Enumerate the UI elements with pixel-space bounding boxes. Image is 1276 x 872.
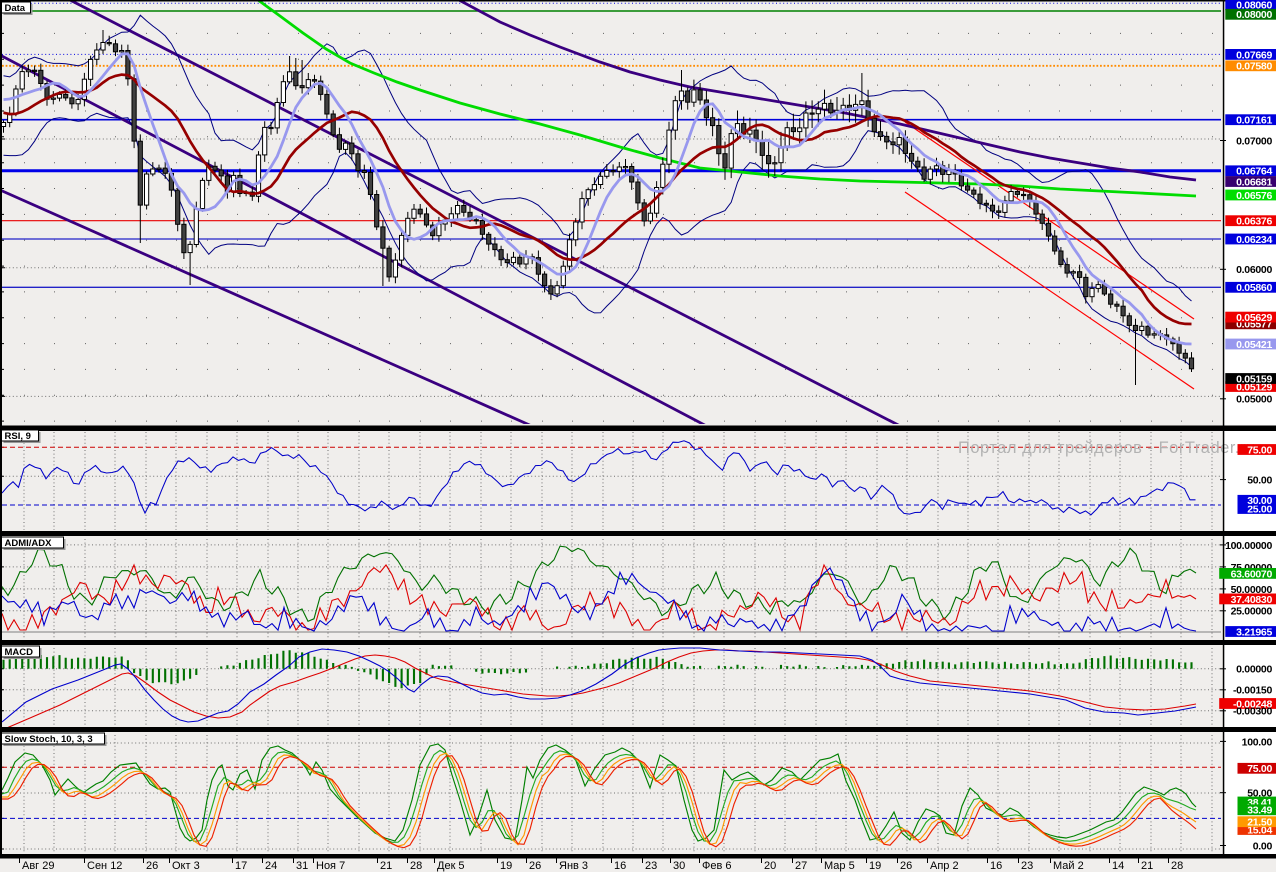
svg-text:ADMI/ADX: ADMI/ADX <box>5 538 53 549</box>
svg-text:Авг 29: Авг 29 <box>22 860 54 872</box>
svg-text:21.50: 21.50 <box>1247 817 1272 829</box>
svg-text:0.00: 0.00 <box>1253 840 1273 852</box>
svg-text:17: 17 <box>235 860 247 872</box>
svg-text:24: 24 <box>265 860 277 872</box>
svg-text:0.06376: 0.06376 <box>1236 216 1272 228</box>
svg-text:33.49: 33.49 <box>1247 805 1272 817</box>
svg-text:0.06576: 0.06576 <box>1236 190 1272 202</box>
svg-text:23: 23 <box>645 860 657 872</box>
svg-text:27: 27 <box>795 860 807 872</box>
svg-text:-0.00150: -0.00150 <box>1233 685 1273 697</box>
svg-text:Data: Data <box>5 3 26 14</box>
svg-text:Ноя 7: Ноя 7 <box>316 860 345 872</box>
svg-text:0.05129: 0.05129 <box>1236 381 1272 393</box>
svg-text:26: 26 <box>146 860 158 872</box>
svg-text:20: 20 <box>764 860 776 872</box>
svg-text:0.06234: 0.06234 <box>1236 234 1272 246</box>
svg-text:75.00: 75.00 <box>1247 444 1272 456</box>
svg-text:15.04: 15.04 <box>1247 824 1272 836</box>
svg-text:50.00: 50.00 <box>1247 475 1272 487</box>
svg-text:63.60070: 63.60070 <box>1231 568 1273 580</box>
svg-text:37.40830: 37.40830 <box>1231 594 1273 606</box>
svg-text:16: 16 <box>990 860 1002 872</box>
svg-text:Янв 3: Янв 3 <box>559 860 588 872</box>
svg-text:30.00: 30.00 <box>1247 495 1272 507</box>
svg-text:0.05860: 0.05860 <box>1236 282 1272 294</box>
svg-text:28: 28 <box>410 860 422 872</box>
svg-text:0.05159: 0.05159 <box>1236 373 1272 385</box>
svg-text:19: 19 <box>500 860 512 872</box>
svg-text:Slow Stoch, 10, 3, 3: Slow Stoch, 10, 3, 3 <box>5 734 93 745</box>
svg-text:21: 21 <box>1141 860 1153 872</box>
svg-text:100.00000: 100.00000 <box>1225 540 1272 552</box>
svg-text:3.21965: 3.21965 <box>1236 626 1272 638</box>
svg-text:Окт 3: Окт 3 <box>172 860 200 872</box>
svg-text:0.05629: 0.05629 <box>1236 312 1272 324</box>
svg-text:50.00000: 50.00000 <box>1231 584 1273 596</box>
svg-text:25.00000: 25.00000 <box>1231 606 1273 618</box>
svg-text:-0.00300: -0.00300 <box>1233 706 1273 718</box>
svg-text:0.07669: 0.07669 <box>1236 49 1272 61</box>
svg-text:0.07580: 0.07580 <box>1236 61 1272 73</box>
svg-text:Дек 5: Дек 5 <box>437 860 465 872</box>
svg-text:0.00000: 0.00000 <box>1236 664 1272 676</box>
svg-text:25.00: 25.00 <box>1247 503 1272 515</box>
svg-text:0.06681: 0.06681 <box>1236 176 1272 188</box>
svg-text:30: 30 <box>673 860 685 872</box>
svg-text:RSI, 9: RSI, 9 <box>5 431 31 442</box>
svg-text:26: 26 <box>529 860 541 872</box>
svg-text:26: 26 <box>900 860 912 872</box>
svg-text:23: 23 <box>1021 860 1033 872</box>
svg-text:31: 31 <box>296 860 308 872</box>
svg-text:Портал для трейдеров - ForTrad: Портал для трейдеров - ForTrader.ru <box>958 439 1256 457</box>
svg-text:0.08000: 0.08000 <box>1236 9 1272 21</box>
svg-text:Мар 5: Мар 5 <box>824 860 855 872</box>
svg-text:-0.00248: -0.00248 <box>1233 698 1273 710</box>
svg-text:0.06000: 0.06000 <box>1236 264 1272 276</box>
svg-text:0.05421: 0.05421 <box>1236 339 1272 351</box>
svg-text:75.00: 75.00 <box>1247 763 1272 775</box>
svg-text:21: 21 <box>380 860 392 872</box>
svg-text:MACD: MACD <box>5 647 34 658</box>
svg-text:19: 19 <box>869 860 881 872</box>
svg-text:Май 2: Май 2 <box>1053 860 1084 872</box>
svg-text:0.07000: 0.07000 <box>1236 135 1272 147</box>
svg-text:0.08060: 0.08060 <box>1236 0 1272 12</box>
svg-text:16: 16 <box>614 860 626 872</box>
svg-text:14: 14 <box>1112 860 1124 872</box>
svg-text:28: 28 <box>1171 860 1183 872</box>
svg-text:Апр 2: Апр 2 <box>930 860 959 872</box>
svg-text:0.05000: 0.05000 <box>1236 394 1272 406</box>
svg-text:100.00: 100.00 <box>1242 736 1273 748</box>
svg-text:0.07161: 0.07161 <box>1236 115 1272 127</box>
svg-text:Сен 12: Сен 12 <box>87 860 122 872</box>
svg-text:Фев 6: Фев 6 <box>702 860 732 872</box>
svg-text:0.06764: 0.06764 <box>1236 166 1272 178</box>
